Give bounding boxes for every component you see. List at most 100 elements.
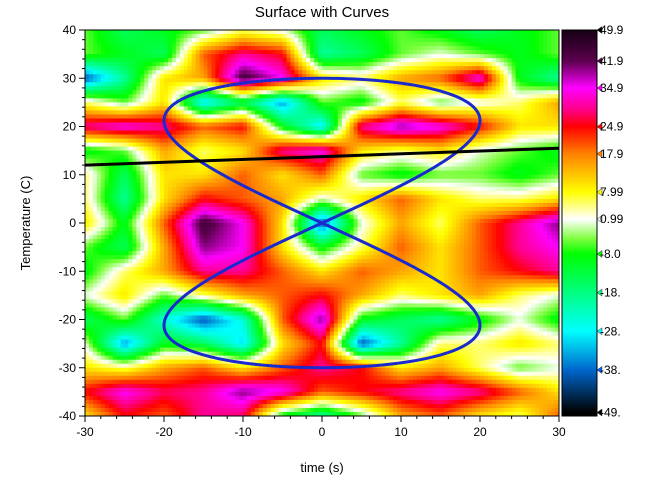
heat-cell — [100, 134, 106, 140]
heat-cell — [333, 90, 339, 95]
heat-cell — [219, 106, 224, 112]
heat-cell — [424, 186, 430, 192]
heat-cell — [448, 102, 453, 107]
heat-cell — [551, 138, 556, 144]
heat-cell — [144, 194, 149, 200]
heat-cell — [499, 114, 505, 120]
heat-cell — [361, 122, 367, 128]
heat-cell — [144, 42, 149, 47]
heat-cell — [483, 62, 489, 67]
heat-cell — [345, 162, 351, 168]
heat-cell — [85, 90, 90, 95]
heat-cell — [294, 194, 299, 200]
heat-cell — [401, 162, 406, 168]
heat-cell — [207, 194, 212, 200]
heat-cell — [436, 54, 442, 59]
heat-cell — [325, 130, 331, 136]
heat-cell — [483, 134, 489, 140]
heat-cell — [231, 74, 236, 79]
heat-cell — [543, 170, 548, 176]
heat-cell — [108, 110, 114, 116]
heat-cell — [219, 174, 224, 180]
heat-cell — [310, 178, 315, 184]
heat-cell — [393, 170, 398, 176]
heat-cell — [511, 162, 517, 168]
heat-cell — [476, 170, 481, 176]
heat-cell — [239, 98, 244, 103]
heat-cell — [266, 58, 272, 63]
heat-cell — [401, 110, 406, 116]
heat-cell — [464, 78, 469, 83]
heat-cell — [452, 174, 457, 180]
heat-cell — [547, 126, 552, 132]
heat-cell — [507, 186, 513, 192]
heat-cell — [511, 170, 517, 176]
heat-cell — [408, 170, 414, 176]
heat-cell — [397, 30, 402, 35]
heat-cell — [152, 142, 157, 148]
heat-cell — [468, 118, 473, 124]
heat-cell — [468, 38, 473, 43]
heat-cell — [464, 94, 469, 99]
heat-cell — [369, 102, 374, 107]
heat-cell — [543, 174, 548, 180]
heat-cell — [428, 146, 434, 152]
heat-cell — [278, 114, 284, 120]
heat-cell — [555, 58, 559, 63]
heat-cell — [551, 82, 556, 87]
heat-cell — [531, 134, 536, 140]
heat-cell — [491, 170, 497, 176]
heat-cell — [167, 54, 173, 59]
heat-cell — [211, 118, 216, 124]
heat-cell — [503, 54, 509, 59]
heat-cell — [420, 98, 426, 103]
heat-cell — [480, 150, 485, 156]
heat-cell — [183, 118, 189, 124]
heat-cell — [452, 142, 457, 148]
heat-cell — [318, 114, 323, 120]
heat-cell — [353, 38, 359, 43]
heat-cell — [515, 150, 521, 156]
heat-cell — [310, 162, 315, 168]
heat-cell — [515, 174, 521, 180]
heat-cell — [436, 118, 442, 124]
heat-cell — [345, 38, 351, 43]
heat-cell — [329, 66, 335, 71]
heat-cell — [199, 142, 205, 148]
heat-cell — [436, 190, 442, 196]
heat-cell — [290, 170, 295, 176]
heat-cell — [88, 190, 94, 196]
heat-cell — [440, 182, 446, 188]
heat-cell — [258, 90, 264, 95]
heat-cell — [199, 126, 205, 132]
heat-cell — [239, 70, 244, 75]
heat-cell — [456, 74, 461, 79]
heat-cell — [527, 54, 532, 59]
heat-cell — [88, 114, 94, 120]
heat-cell — [495, 62, 501, 67]
heat-cell — [290, 142, 295, 148]
heat-cell — [231, 70, 236, 75]
heat-cell — [112, 142, 118, 148]
heat-cell — [539, 34, 544, 39]
heat-cell — [286, 90, 291, 95]
heat-cell — [156, 194, 161, 200]
heat-cell — [179, 50, 185, 55]
heat-cell — [302, 90, 307, 95]
heat-cell — [239, 62, 244, 67]
heat-cell — [381, 70, 386, 75]
heat-cell — [357, 118, 363, 124]
heat-cell — [88, 138, 94, 144]
heat-cell — [140, 190, 145, 196]
heat-cell — [345, 158, 351, 164]
heat-cell — [290, 106, 295, 112]
heat-cell — [215, 110, 220, 116]
heat-cell — [535, 78, 540, 83]
heat-cell — [152, 194, 157, 200]
heat-cell — [460, 110, 465, 116]
heat-cell — [333, 74, 339, 79]
heat-cell — [136, 42, 141, 47]
heat-cell — [325, 94, 331, 99]
heat-cell — [503, 122, 509, 128]
heat-cell — [551, 114, 556, 120]
